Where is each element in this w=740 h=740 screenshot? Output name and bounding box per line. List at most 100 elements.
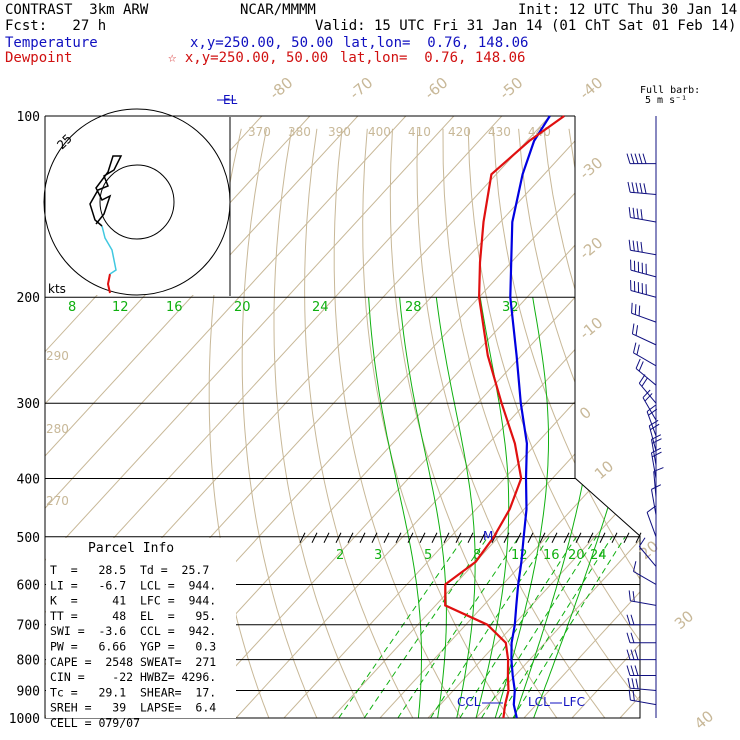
pressure-tick-label: 500 <box>17 531 40 546</box>
isobar-tick <box>383 532 390 544</box>
temperature-latlon: lat,lon= 0.76, 148.06 <box>343 35 529 51</box>
isotherm-label: -50 <box>496 74 526 104</box>
dry-adiabat-line <box>518 128 640 718</box>
parcel-info-row: SWI = -3.6 CCL = 942. <box>50 624 216 638</box>
parcel-info-panel <box>46 538 236 718</box>
isotherm-label: 40 <box>691 707 717 733</box>
isobar-tick <box>599 532 606 544</box>
isobar-tick <box>443 532 450 544</box>
wind-barb <box>632 342 657 367</box>
barb-key-title: Full barb: <box>640 85 701 96</box>
barb-key-unit: 5 m s⁻¹ <box>645 95 688 106</box>
dry-adiabat-line <box>416 128 616 718</box>
isotherm-label: 10 <box>591 457 617 483</box>
dry-adiabat-line <box>389 128 567 718</box>
isotherm-line <box>45 116 359 718</box>
hodograph-low-level <box>106 273 111 294</box>
isobar-tick <box>431 532 438 544</box>
pressure-tick-label: 300 <box>17 397 40 412</box>
isobar-tick <box>587 532 594 544</box>
mixing-ratio-line <box>397 536 520 718</box>
isobar-tick <box>539 532 546 544</box>
pressure-tick-label: 800 <box>17 654 40 669</box>
theta-label: 420 <box>448 125 471 139</box>
isobar-tick <box>611 532 618 544</box>
mixing-ratio-label: 8 <box>473 548 481 563</box>
isotherm-label: -70 <box>346 74 376 104</box>
moist-adiabat-label: 12 <box>112 300 129 315</box>
dry-adiabat-line <box>670 129 740 731</box>
wind-barb <box>628 689 657 706</box>
level-annotation-m: M <box>483 529 493 543</box>
wind-barb <box>630 280 657 298</box>
mixing-ratio-line <box>338 536 465 718</box>
pressure-tick-label: 400 <box>17 472 40 487</box>
level-annotation-lfc: LFC <box>563 695 585 709</box>
temperature-legend: Temperature <box>5 35 98 51</box>
isotherm-line <box>45 116 455 718</box>
wind-barb <box>626 665 656 677</box>
mixing-ratio-label: 20 <box>568 548 585 563</box>
dry-adiabat-line <box>720 129 740 731</box>
wind-barb <box>646 404 658 437</box>
wind-barb <box>632 561 657 585</box>
isobar-tick <box>635 532 642 544</box>
isotherm-line <box>427 116 640 718</box>
isobar-tick <box>335 532 342 544</box>
moist-adiabat-line <box>494 297 549 718</box>
dry-adiabat-line <box>442 128 640 718</box>
pressure-tick-label: 200 <box>17 291 40 306</box>
parcel-info-title: Parcel Info <box>88 541 174 556</box>
level-annotation-ccl: CCL <box>457 695 481 709</box>
pressure-tick-label: 100 <box>17 110 40 125</box>
isotherm-line <box>475 116 640 718</box>
isobar-tick <box>299 532 306 544</box>
moist-adiabat-label: 24 <box>312 300 329 315</box>
pressure-tick-label: 900 <box>17 684 40 699</box>
mixing-ratio-line <box>512 536 626 718</box>
temperature-xy: x,y=250.00, 50.00 <box>190 35 334 51</box>
wind-barb <box>638 537 657 567</box>
dewpoint-legend: Dewpoint <box>5 50 73 66</box>
model-title: CONTRAST 3km ARW <box>5 2 149 18</box>
mixing-ratio-label: 5 <box>424 548 432 563</box>
pressure-tick-label: 1000 <box>9 712 40 727</box>
hodograph-upper-level <box>89 155 123 227</box>
isobar-tick <box>467 532 474 544</box>
wind-barb <box>626 632 656 644</box>
wind-barb <box>626 153 656 165</box>
isotherm-label: -80 <box>266 74 296 104</box>
valid-time: Valid: 15 UTC Fri 31 Jan 14 (01 ChT Sat … <box>315 18 737 34</box>
theta-label: 290 <box>46 349 69 363</box>
mixing-ratio-label: 12 <box>511 548 528 563</box>
isobar-tick <box>479 532 486 544</box>
isobar-tick <box>311 532 318 544</box>
isobar-tick <box>371 532 378 544</box>
isotherm-line <box>523 116 640 718</box>
hodograph-unit-label: kts <box>48 282 66 296</box>
dry-adiabat-line <box>695 129 740 731</box>
hodograph-panel <box>46 117 230 295</box>
wind-barb <box>646 505 657 537</box>
wind-barb <box>627 677 657 691</box>
isotherm-line <box>45 116 503 718</box>
pressure-tick-label: 600 <box>17 578 40 593</box>
isotherm-line <box>187 116 640 718</box>
moist-adiabat-label: 20 <box>234 300 251 315</box>
wind-barb <box>627 181 657 195</box>
isobar-tick <box>323 532 330 544</box>
dry-adiabat-line <box>333 128 470 718</box>
wind-barb <box>626 649 656 661</box>
wind-barb <box>628 207 657 223</box>
isobar-tick <box>455 532 462 544</box>
parcel-info-row: CELL = 079/07 <box>50 716 140 730</box>
plot-border <box>44 116 641 719</box>
isotherm-line <box>45 116 407 718</box>
init-time: Init: 12 UTC Thu 30 Jan 14 <box>518 2 738 18</box>
dry-adiabat-line <box>492 128 640 718</box>
level-annotation-lcl: LCL <box>528 695 550 709</box>
moist-adiabat-label: 28 <box>405 300 422 315</box>
wind-barb <box>650 447 662 479</box>
